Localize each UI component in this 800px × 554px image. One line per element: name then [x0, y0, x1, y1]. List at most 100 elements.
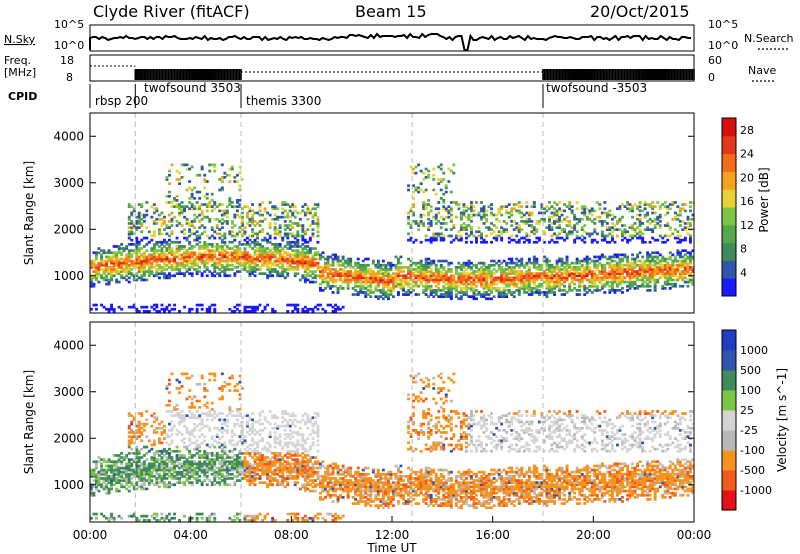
power-cell: [384, 272, 388, 275]
power-cell: [185, 222, 189, 225]
power-cell: [112, 255, 116, 259]
velocity-cell: [120, 479, 124, 482]
power-cell: [200, 303, 204, 307]
power-cell: [137, 226, 141, 229]
power-cell: [575, 278, 579, 282]
power-cell: [160, 217, 164, 221]
velocity-cell: [132, 416, 136, 420]
power-cell: [163, 255, 166, 259]
velocity-cell: [135, 458, 139, 461]
power-cell: [414, 284, 418, 288]
power-cell: [389, 293, 393, 296]
power-cell: [611, 266, 614, 269]
power-cell: [344, 266, 348, 269]
power-cell: [465, 268, 468, 271]
power-cell: [480, 268, 483, 271]
power-cell: [558, 215, 561, 219]
power-cell: [127, 249, 131, 252]
power-cell: [683, 236, 687, 240]
power-cell: [361, 259, 365, 263]
power-cell: [190, 251, 194, 255]
power-cell: [243, 310, 247, 313]
velocity-cell: [97, 483, 101, 487]
power-cell: [379, 263, 383, 267]
power-cell: [437, 280, 441, 284]
power-cell: [271, 270, 275, 273]
power-cell: [628, 287, 632, 290]
power-cell: [517, 226, 521, 229]
power-cell: [147, 261, 151, 265]
power-cell: [387, 261, 390, 265]
power-cell: [319, 255, 322, 259]
power-cell: [600, 263, 604, 267]
power-cell: [442, 295, 446, 298]
power-cell: [381, 274, 385, 278]
power-cell: [311, 234, 315, 238]
power-cell: [220, 163, 224, 167]
power-cell: [482, 274, 486, 278]
power-cell: [228, 180, 232, 183]
power-cell: [444, 293, 448, 296]
power-cell: [683, 270, 687, 273]
power-cell: [288, 263, 292, 267]
power-cell: [253, 253, 257, 257]
power-cell: [412, 240, 415, 244]
velocity-cell: [112, 454, 116, 457]
power-cell: [90, 278, 93, 282]
power-cell: [663, 259, 667, 263]
power-cell: [150, 253, 154, 257]
power-cell: [147, 263, 151, 267]
power-cell: [459, 289, 463, 292]
velocity-cell: [155, 483, 159, 487]
velocity-cell: [145, 418, 149, 422]
power-cell: [399, 287, 403, 290]
power-cell: [439, 278, 443, 282]
velocity-cell: [132, 472, 136, 476]
power-cell: [568, 207, 572, 211]
power-cell: [402, 276, 405, 280]
power-cell: [286, 226, 290, 229]
power-cell: [605, 257, 609, 261]
power-cell: [432, 261, 436, 265]
power-cell: [359, 291, 363, 294]
power-cell: [676, 205, 680, 208]
power-cell: [152, 249, 156, 252]
velocity-cell: [158, 458, 161, 461]
power-cell: [449, 169, 453, 173]
power-cell: [288, 228, 292, 231]
power-cell: [190, 232, 194, 236]
power-cell: [142, 220, 146, 223]
power-cell: [132, 274, 136, 278]
power-cell: [155, 255, 159, 259]
power-cell: [168, 243, 171, 246]
power-cell: [246, 310, 249, 313]
power-cell: [676, 276, 680, 280]
power-cell: [233, 257, 237, 261]
power-cell: [671, 284, 675, 288]
power-cell: [472, 205, 476, 208]
power-cell: [243, 255, 247, 259]
power-cell: [570, 268, 574, 271]
power-cell: [125, 247, 129, 250]
power-cell: [427, 213, 431, 217]
power-cell: [558, 266, 561, 269]
power-cell: [263, 253, 267, 257]
power-cell: [487, 268, 491, 271]
power-cell: [170, 259, 174, 263]
power-cell: [324, 263, 327, 267]
power-cell: [568, 270, 572, 273]
power-cell: [550, 291, 554, 294]
velocity-cell: [115, 477, 119, 480]
power-cell: [515, 203, 519, 206]
power-cell: [241, 257, 244, 261]
velocity-cell: [135, 437, 139, 440]
velocity-cell: [160, 458, 164, 461]
power-cell: [230, 263, 234, 267]
power-cell: [454, 268, 458, 271]
power-cell: [112, 270, 116, 273]
power-cell: [663, 272, 667, 275]
power-cell: [678, 261, 682, 265]
velocity-cell: [125, 468, 129, 472]
power-cell: [520, 263, 524, 267]
power-cell: [633, 234, 637, 238]
